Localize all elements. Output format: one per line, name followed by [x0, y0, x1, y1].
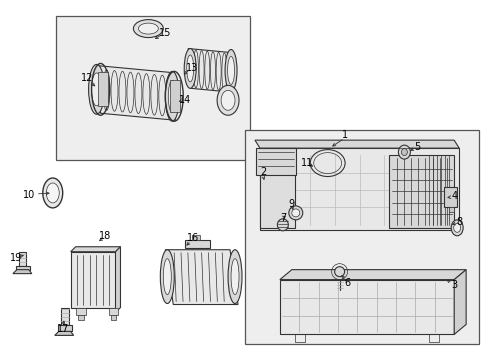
Ellipse shape: [133, 20, 163, 37]
Ellipse shape: [160, 250, 174, 303]
Polygon shape: [390, 155, 454, 228]
Ellipse shape: [335, 267, 344, 276]
Bar: [98, 72, 107, 106]
Ellipse shape: [277, 219, 288, 231]
Ellipse shape: [454, 223, 461, 232]
Polygon shape: [55, 332, 74, 336]
Polygon shape: [96, 66, 175, 120]
Ellipse shape: [228, 250, 242, 303]
Ellipse shape: [163, 259, 172, 294]
Polygon shape: [444, 187, 457, 207]
Ellipse shape: [451, 220, 463, 236]
Ellipse shape: [184, 49, 196, 88]
Polygon shape: [454, 270, 466, 334]
Ellipse shape: [168, 80, 176, 112]
Text: 17: 17: [56, 324, 69, 334]
Ellipse shape: [231, 259, 239, 294]
Ellipse shape: [292, 209, 300, 217]
Ellipse shape: [138, 23, 158, 34]
Bar: [171, 80, 180, 112]
Ellipse shape: [43, 178, 63, 208]
Polygon shape: [449, 207, 454, 212]
Text: 18: 18: [99, 231, 112, 241]
Ellipse shape: [289, 206, 303, 220]
Ellipse shape: [227, 57, 235, 84]
Text: 16: 16: [187, 233, 199, 243]
Polygon shape: [280, 270, 466, 280]
Ellipse shape: [401, 149, 407, 156]
Text: 7: 7: [280, 213, 286, 223]
Text: 10: 10: [23, 190, 35, 200]
Text: 19: 19: [10, 253, 22, 263]
Ellipse shape: [225, 50, 237, 91]
Ellipse shape: [187, 55, 194, 82]
Text: 6: 6: [344, 278, 351, 288]
Bar: [61, 307, 69, 325]
Text: 8: 8: [456, 217, 462, 227]
Polygon shape: [280, 280, 454, 334]
Ellipse shape: [46, 183, 59, 203]
Bar: [111, 315, 117, 320]
Bar: [245, 130, 479, 345]
Polygon shape: [192, 235, 200, 240]
Polygon shape: [185, 240, 210, 248]
Text: 14: 14: [179, 95, 192, 105]
Polygon shape: [255, 140, 459, 148]
Polygon shape: [75, 307, 86, 315]
Polygon shape: [16, 266, 30, 270]
Ellipse shape: [92, 73, 101, 106]
Polygon shape: [260, 148, 459, 230]
Text: 11: 11: [301, 158, 313, 168]
Text: 13: 13: [186, 63, 198, 73]
Ellipse shape: [398, 145, 410, 159]
Text: 12: 12: [81, 73, 94, 84]
Polygon shape: [58, 325, 72, 332]
Text: 15: 15: [159, 28, 171, 37]
Polygon shape: [71, 247, 121, 252]
Bar: [19, 252, 26, 266]
Text: 5: 5: [414, 142, 420, 152]
Polygon shape: [165, 250, 238, 305]
Polygon shape: [260, 155, 295, 228]
Polygon shape: [188, 49, 233, 92]
Ellipse shape: [221, 90, 235, 110]
Polygon shape: [13, 270, 32, 274]
Bar: [77, 315, 84, 320]
Ellipse shape: [217, 85, 239, 115]
Text: 2: 2: [260, 167, 266, 177]
Text: 9: 9: [289, 199, 295, 209]
Polygon shape: [256, 148, 296, 175]
Ellipse shape: [165, 71, 179, 121]
Text: 1: 1: [342, 130, 348, 140]
Polygon shape: [116, 247, 121, 312]
Bar: [56, 15, 250, 160]
Text: 3: 3: [451, 280, 457, 289]
Text: 4: 4: [451, 191, 457, 201]
Polygon shape: [108, 307, 119, 315]
Polygon shape: [71, 252, 116, 307]
Ellipse shape: [89, 64, 104, 114]
